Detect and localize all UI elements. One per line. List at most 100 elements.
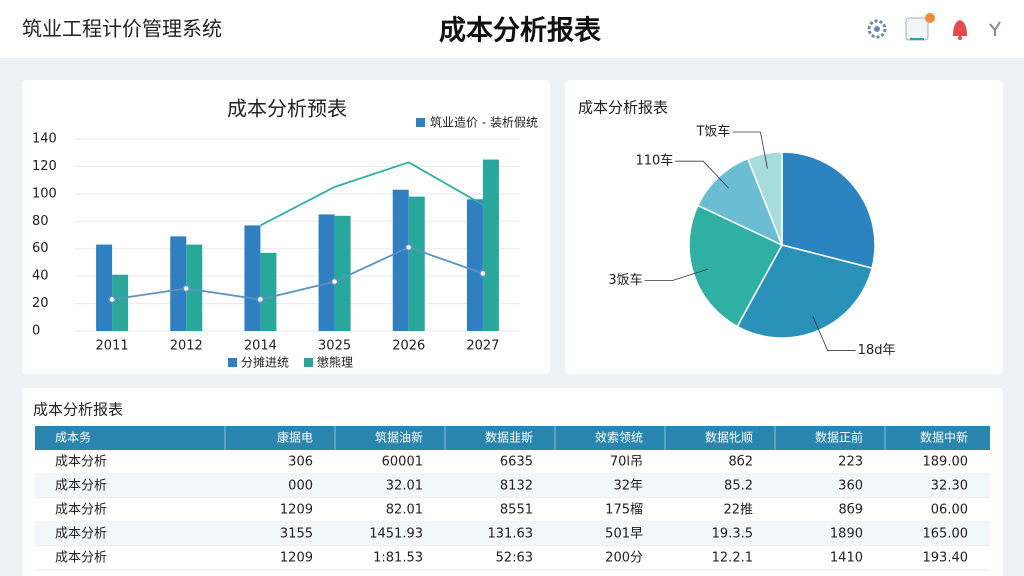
app-title: 筑业工程计价管理系统 — [22, 17, 222, 41]
table-row — [35, 474, 990, 498]
table-cell: 12.2.1 — [712, 551, 753, 566]
x-tick-label: 2011 — [96, 339, 129, 354]
table-cell: 52:63 — [496, 551, 533, 566]
leader-line — [732, 131, 768, 169]
bar — [244, 225, 261, 331]
table-cell: 60001 — [382, 455, 423, 470]
table-cell: 8551 — [500, 503, 533, 518]
table-cell: 189.00 — [923, 455, 969, 470]
line-marker — [405, 243, 413, 252]
leader-line — [644, 268, 708, 281]
y-tick-label: 40 — [32, 269, 49, 284]
x-tick-label: 2026 — [392, 339, 425, 354]
y-tick-label: 100 — [32, 186, 57, 201]
table-cell: 1451.93 — [369, 527, 423, 542]
table-cell: 成本分析 — [55, 455, 107, 470]
table-row — [35, 522, 990, 546]
bar-chart-title: 成本分析预表 — [227, 97, 347, 121]
y-tick-label: 60 — [32, 241, 49, 256]
pie-label: 110车 — [635, 153, 673, 169]
table-cell: 000 — [288, 479, 313, 494]
calendar-icon[interactable] — [905, 13, 935, 41]
menu-icon[interactable] — [989, 21, 1001, 36]
x-tick-label: 2014 — [244, 339, 277, 354]
pie-chart-title: 成本分析报表 — [578, 99, 668, 117]
bar — [318, 214, 335, 331]
line — [111, 246, 484, 301]
column-header: 数据韭斯 — [485, 430, 533, 445]
table-cell: 306 — [288, 455, 313, 470]
table-cell: 165.00 — [923, 527, 969, 542]
table-row — [35, 546, 990, 570]
legend-label: 筑业造价 - 装析假统 — [430, 115, 538, 130]
line-marker — [182, 284, 190, 293]
table-cell: 193.40 — [923, 551, 969, 566]
table-cell: 成本分析 — [55, 503, 107, 518]
table-cell: 32年 — [613, 479, 643, 494]
table-cell: 70l吊 — [610, 455, 643, 470]
table-cell: 200分 — [605, 551, 643, 566]
x-tick-label: 2012 — [170, 339, 203, 354]
table-cell: 1890 — [830, 527, 863, 542]
y-tick-label: 80 — [32, 214, 49, 229]
bell-icon[interactable] — [953, 20, 967, 40]
column-header: 成本务 — [55, 430, 91, 445]
column-header: 筑据油新 — [375, 430, 423, 445]
table-cell: 8б9 — [838, 503, 863, 518]
table-cell: 360 — [838, 479, 863, 494]
bar — [392, 189, 409, 331]
legend-swatch — [416, 118, 425, 127]
bar — [408, 196, 425, 331]
table-header — [35, 426, 990, 450]
settings-icon[interactable] — [867, 19, 887, 39]
bar — [186, 244, 203, 331]
y-tick-label: 20 — [32, 296, 49, 311]
table-cell: 8132 — [500, 479, 533, 494]
x-tick-label: 3025 — [318, 339, 351, 354]
table-cell: 1209 — [280, 551, 313, 566]
table-title: 成本分析报表 — [33, 401, 123, 419]
pie-label: 18d年 — [858, 343, 896, 358]
table-cell: 85.2 — [724, 479, 753, 494]
line — [260, 161, 484, 227]
table-cell: 175榴 — [605, 503, 643, 518]
pie-label: 3饭车 — [608, 272, 642, 288]
top-bar — [0, 0, 1024, 58]
table-cell: 成本分析 — [55, 551, 107, 566]
bar — [260, 252, 277, 331]
bar — [466, 199, 483, 331]
page-title: 成本分析报表 — [439, 16, 601, 47]
table-cell: 成本分析 — [55, 479, 107, 494]
table-cell: 1410 — [830, 551, 863, 566]
table-cell: 501早 — [605, 527, 643, 542]
line-marker — [108, 295, 116, 304]
y-tick-label: 0 — [32, 324, 40, 339]
column-header: 数据正前 — [815, 430, 863, 445]
table-cell: 32.30 — [931, 479, 968, 494]
table-cell: 82.01 — [386, 503, 423, 518]
line-marker — [330, 277, 339, 286]
table-row — [35, 450, 990, 474]
table-cell: 8б2 — [728, 455, 753, 470]
x-tick-label: 2027 — [466, 339, 499, 354]
legend-swatch — [304, 358, 313, 367]
table-cell: 19.3.5 — [712, 527, 753, 542]
bar — [96, 244, 113, 331]
legend-swatch — [228, 358, 237, 367]
table-cell: 06.00 — [931, 503, 968, 518]
line-marker — [479, 269, 487, 278]
bar — [112, 274, 129, 331]
table-cell: 3155 — [280, 527, 313, 542]
table-cell: 22推 — [723, 503, 753, 518]
table-cell: 1:81.53 — [373, 551, 423, 566]
bar — [482, 159, 499, 331]
bar — [334, 215, 351, 331]
column-header: 数据牝顺 — [705, 430, 753, 445]
table-cell: 1209 — [280, 503, 313, 518]
table-cell: 32.01 — [386, 479, 423, 494]
line-marker — [256, 295, 265, 304]
table-cell: 131.63 — [488, 527, 534, 542]
pie-label: T饭车 — [695, 124, 730, 140]
table-cell: 6635 — [500, 455, 533, 470]
